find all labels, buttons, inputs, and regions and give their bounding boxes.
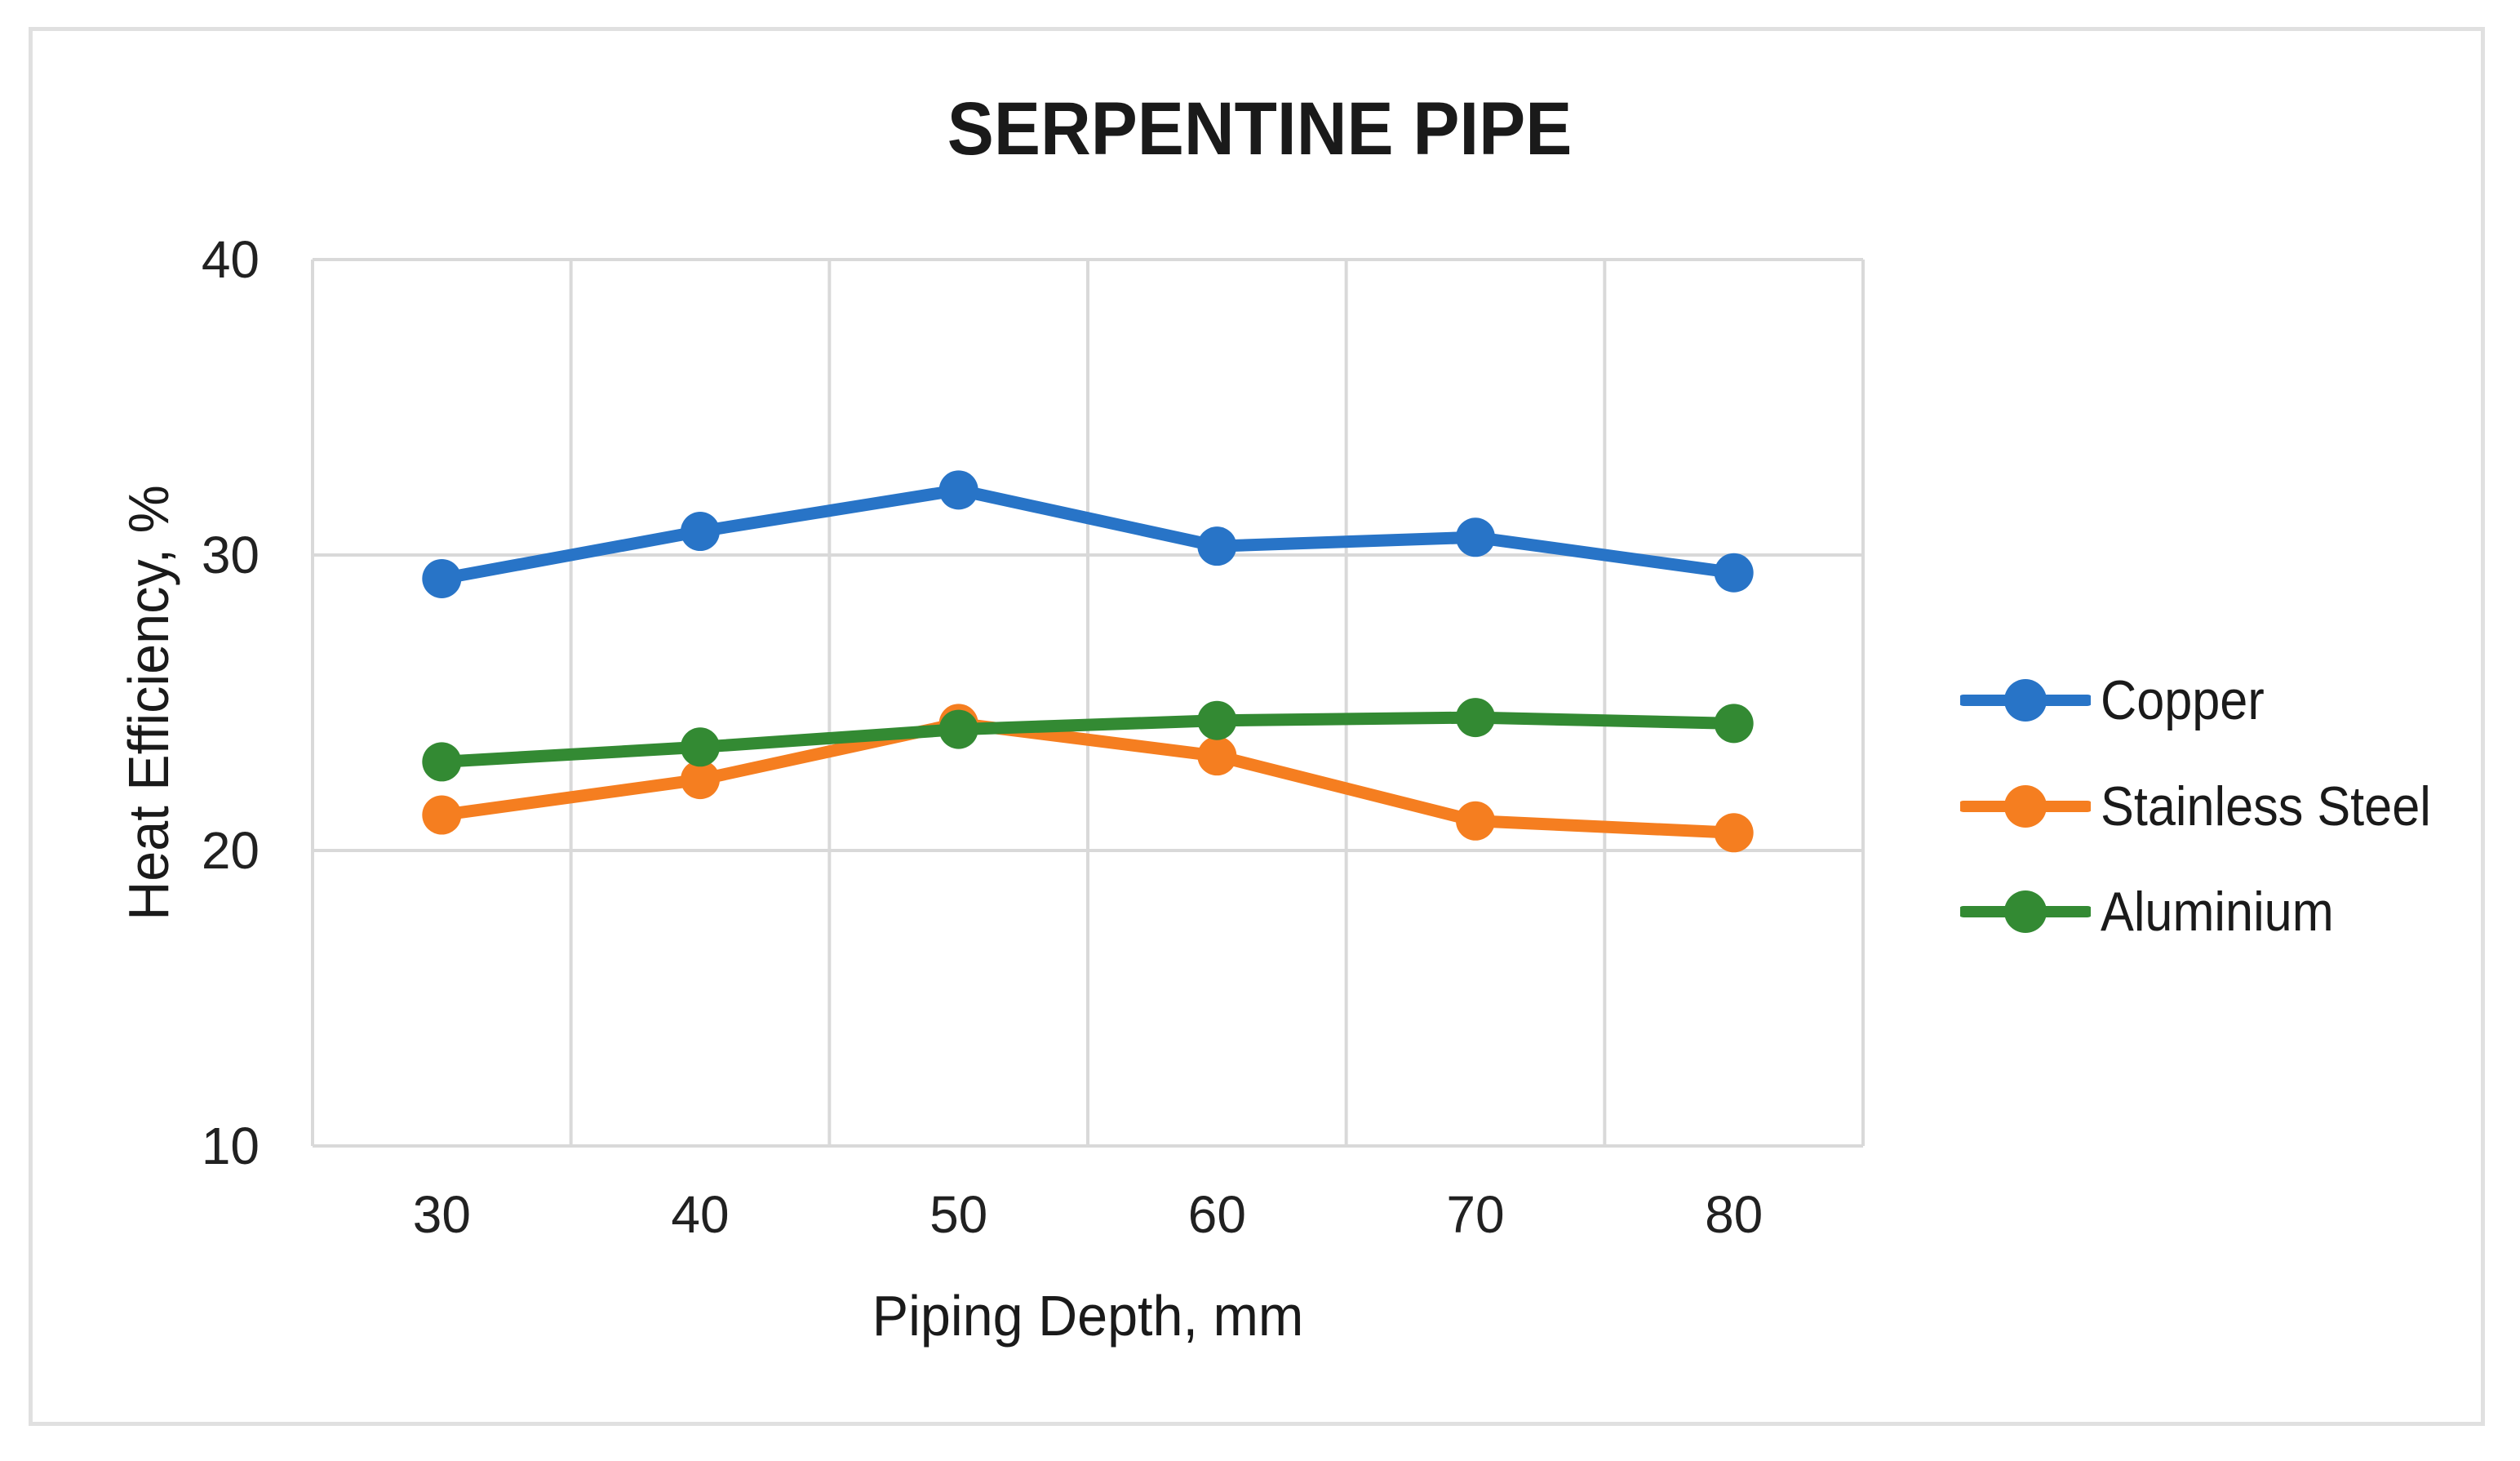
chart-title: SERPENTINE PIPE bbox=[0, 80, 2520, 178]
data-point-copper bbox=[422, 558, 462, 598]
legend-dot bbox=[2004, 785, 2047, 828]
data-point-stainless-steel bbox=[422, 795, 462, 835]
chart-title-text: SERPENTINE PIPE bbox=[947, 87, 1573, 171]
data-point-copper bbox=[938, 470, 978, 510]
data-point-copper bbox=[1456, 517, 1495, 557]
data-point-aluminium bbox=[1456, 698, 1495, 738]
y-tick-label: 30 bbox=[201, 526, 260, 584]
legend-item-copper: Copper bbox=[1960, 669, 2283, 731]
data-point-stainless-steel bbox=[1456, 801, 1495, 841]
legend-label: Aluminium bbox=[2101, 881, 2334, 943]
series-line-stainless-steel bbox=[435, 717, 1741, 839]
legend-item-stainless-steel: Stainless Steel bbox=[1960, 775, 2468, 837]
data-point-aluminium bbox=[938, 709, 978, 749]
legend-dot bbox=[2004, 679, 2047, 722]
legend-marker-icon bbox=[1960, 679, 2091, 722]
data-point-copper bbox=[1197, 526, 1237, 566]
chart-frame-border bbox=[29, 27, 2485, 1426]
data-point-aluminium bbox=[1714, 704, 1754, 744]
x-tick-label: 50 bbox=[929, 1185, 988, 1244]
x-tick-label: 80 bbox=[1705, 1185, 1764, 1244]
series-line-aluminium bbox=[435, 711, 1741, 768]
legend-marker-icon bbox=[1960, 890, 2091, 933]
data-point-copper bbox=[681, 512, 720, 552]
x-tick-label: 40 bbox=[671, 1185, 730, 1244]
legend-label: Stainless Steel bbox=[2101, 775, 2431, 837]
data-point-stainless-steel bbox=[681, 760, 720, 800]
series-line-copper bbox=[435, 483, 1741, 585]
legend-marker-icon bbox=[1960, 785, 2091, 828]
legend-label: Copper bbox=[2101, 669, 2265, 731]
data-point-stainless-steel bbox=[1197, 736, 1237, 776]
y-tick-label: 20 bbox=[201, 821, 260, 880]
data-point-aluminium bbox=[1197, 700, 1237, 740]
x-tick-label: 60 bbox=[1187, 1185, 1246, 1244]
legend-item-aluminium: Aluminium bbox=[1960, 881, 2359, 943]
y-tick-label: 10 bbox=[201, 1117, 260, 1175]
data-point-aluminium bbox=[681, 727, 720, 767]
y-tick-label: 40 bbox=[201, 230, 260, 289]
x-axis-title: Piping Depth, mm bbox=[872, 1284, 1304, 1348]
x-tick-label: 70 bbox=[1446, 1185, 1505, 1244]
x-tick-label: 30 bbox=[412, 1185, 471, 1244]
data-point-copper bbox=[1714, 553, 1754, 593]
data-point-aluminium bbox=[422, 742, 462, 782]
legend-dot bbox=[2004, 890, 2047, 933]
y-axis-title: Heat Efficiency, % bbox=[117, 485, 180, 921]
data-point-stainless-steel bbox=[1714, 813, 1754, 853]
